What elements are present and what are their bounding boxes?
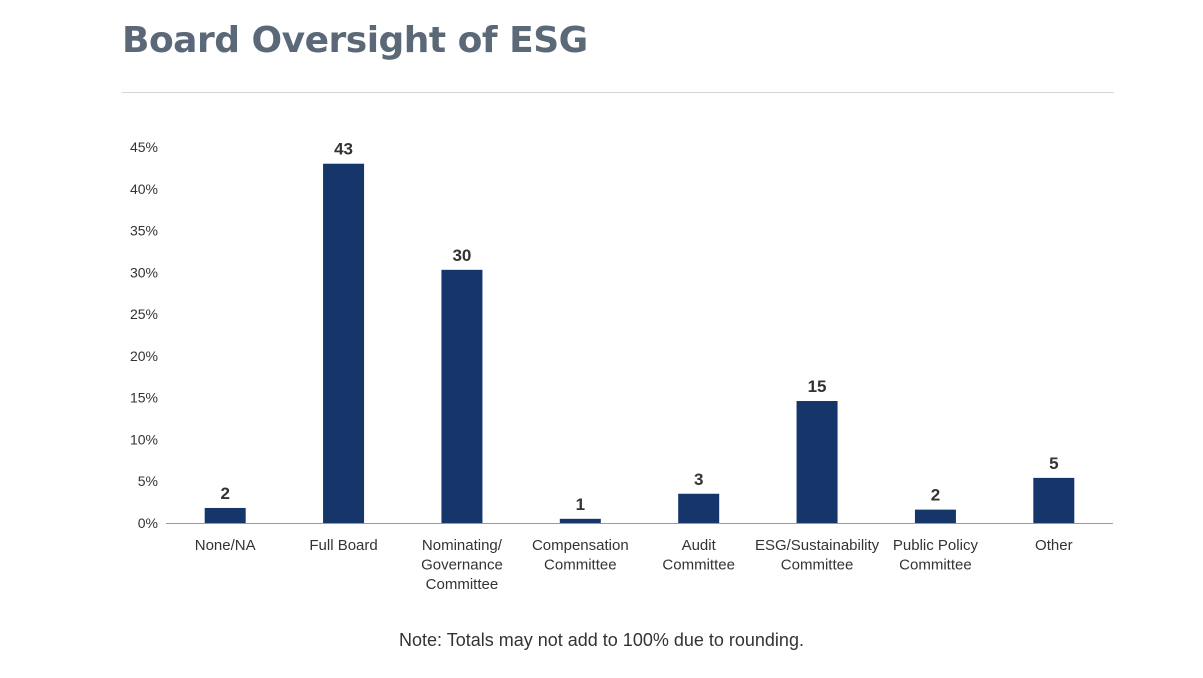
title-divider [122,92,1114,93]
bar-chart: 0% 5% 10% 15% 20% 25% 30% 35% 40% 45% 2 43 30 1 3 15 2 5… [130,139,1113,593]
y-axis: 0% 5% 10% 15% 20% 25% 30% 35% 40% 45% [130,139,158,531]
y-tick-label: 20% [130,348,158,364]
bar [559,518,601,523]
x-tick-label: Nominating/Governance Committee [421,537,503,593]
data-label: 3 [694,470,703,489]
data-label: 43 [334,140,353,159]
data-label: 1 [576,495,585,514]
bar [678,493,720,523]
y-tick-label: 10% [130,431,158,447]
data-labels: 2 43 30 1 3 15 2 5 [220,140,1058,514]
bar [323,163,365,523]
y-tick-label: 0% [138,515,158,531]
y-tick-label: 40% [130,181,158,197]
data-label: 2 [931,486,940,505]
x-tick-label: Compensation Committee [532,537,629,574]
bar [796,401,838,523]
x-axis: None/NA Full Board Nominating/Governance Co… [195,537,1073,593]
data-label: 2 [220,484,229,503]
bars [204,163,1075,523]
data-label: 30 [452,246,471,265]
y-tick-label: 5% [138,473,158,489]
x-tick-label: ESG/Sustainability Committee [755,537,880,574]
x-tick-label: None/NA [195,537,256,554]
x-tick-label: Audit Committee [662,537,735,574]
y-tick-label: 15% [130,390,158,406]
y-tick-label: 30% [130,264,158,280]
x-tick-label: Full Board [309,537,377,554]
x-tick-label: Public Policy Committee [893,537,979,574]
y-tick-label: 45% [130,139,158,155]
bar [914,509,956,523]
data-label: 5 [1049,454,1058,473]
y-tick-label: 25% [130,306,158,322]
x-tick-label: Other [1035,537,1073,554]
data-label: 15 [808,377,827,396]
bar [441,269,483,523]
chart-title: Board Oversight of ESG [122,20,588,61]
bar [204,507,246,523]
chart-note: Note: Totals may not add to 100% due to … [399,630,804,650]
y-tick-label: 35% [130,223,158,239]
bar [1033,477,1075,523]
